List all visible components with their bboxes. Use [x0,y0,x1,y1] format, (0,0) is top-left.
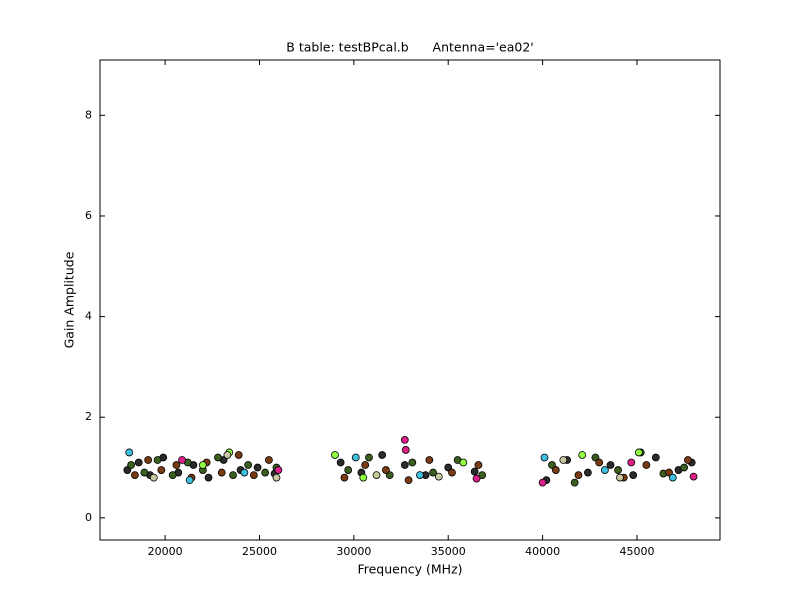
point [217,468,226,477]
point [578,451,587,459]
point [634,448,643,457]
point [153,456,162,464]
x-tick-label: 45000 [619,545,654,558]
point [223,451,232,459]
point [172,461,181,469]
point [478,471,487,479]
point [684,456,692,464]
point [378,451,387,459]
point [365,453,373,462]
point [540,453,549,462]
point [198,461,207,469]
point [642,461,651,469]
point [401,446,410,454]
point [425,456,434,464]
point [204,473,213,482]
point [629,471,638,479]
point [551,466,560,474]
y-tick-label: 6 [85,209,92,222]
point [538,478,547,487]
point [574,471,583,479]
point [472,474,481,483]
point [265,456,273,464]
point [595,458,604,467]
point [616,473,624,482]
point [336,458,345,467]
point [131,471,139,479]
point [351,453,360,462]
x-tick-label: 25000 [242,545,277,558]
point [214,453,222,462]
point [627,458,636,467]
point [344,466,353,474]
point [240,468,249,477]
x-tick-label: 30000 [336,545,371,558]
x-tick-label: 40000 [525,545,560,558]
point [400,461,409,469]
point [448,468,456,477]
point [429,468,438,477]
point [680,463,689,472]
point [372,471,381,479]
x-tick-label: 20000 [148,545,183,558]
point [272,473,281,482]
point [614,466,622,474]
point [470,467,479,476]
y-tick-label: 8 [85,108,92,121]
point [253,463,262,472]
point [340,473,349,482]
point [559,456,568,464]
point [140,468,149,477]
point [144,456,153,464]
x-axis-label: Frequency (MHz) [357,562,462,577]
chart-title: B table: testBPcal.b Antenna='ea02' [286,40,533,55]
point [127,461,136,469]
point [125,448,134,457]
point [234,451,243,459]
point [185,476,194,485]
point [668,473,677,482]
x-tick-label: 35000 [431,545,466,558]
point [408,458,417,467]
point [459,458,468,467]
point [416,471,424,479]
point [606,461,615,469]
point [404,476,413,485]
point [229,471,237,479]
plot-frame [99,59,721,541]
point [149,473,158,482]
y-tick-label: 4 [85,310,92,323]
point [331,451,339,459]
point [178,456,187,464]
point [570,478,579,487]
plot-area [123,435,698,487]
point [359,473,368,482]
point [434,472,443,481]
point [261,468,270,477]
point [651,453,660,462]
point [157,466,166,474]
point [134,458,143,467]
point [600,466,609,474]
point [244,461,253,469]
point [168,471,177,479]
y-tick-label: 0 [85,511,92,524]
point [474,461,483,469]
point [382,466,390,474]
y-axis-label: Gain Amplitude [62,251,77,348]
point [249,471,258,479]
point [361,461,370,469]
point [689,472,698,481]
point [400,435,409,444]
point [274,466,283,474]
point [583,468,592,477]
y-tick-label: 2 [85,410,92,423]
